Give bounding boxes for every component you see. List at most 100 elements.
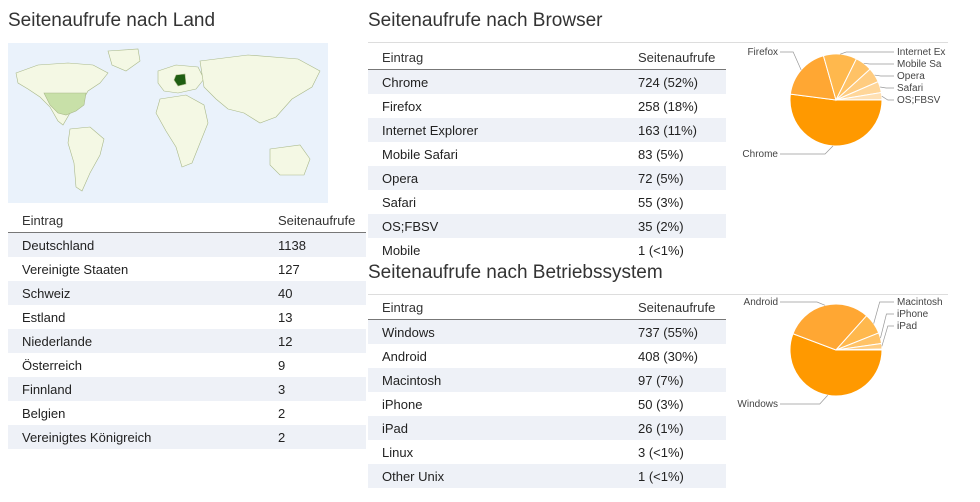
os-pie-slice[interactable] xyxy=(792,303,868,351)
country-row[interactable]: Niederlande 12 xyxy=(8,329,366,353)
os-table-header: Eintrag Seitenaufrufe xyxy=(368,295,726,320)
browser-pie-leader xyxy=(880,86,894,89)
os-row-value: 97 (7%) xyxy=(638,373,684,388)
browser-row-name: Mobile xyxy=(382,243,421,258)
country-row-value: 12 xyxy=(278,334,293,349)
browser-row-value: 83 (5%) xyxy=(638,147,684,162)
os-col-views[interactable]: Seitenaufrufe xyxy=(638,300,716,315)
browser-row-name: Firefox xyxy=(382,99,422,114)
browser-pie-label: Mobile Sa xyxy=(897,59,942,70)
os-pie-slice[interactable] xyxy=(789,333,883,397)
country-row-name: Österreich xyxy=(22,358,82,373)
browser-row[interactable]: Chrome 724 (52%) xyxy=(368,70,726,94)
country-row-name: Deutschland xyxy=(22,238,95,253)
country-row[interactable]: Deutschland 1138 xyxy=(8,233,366,257)
os-row[interactable]: Macintosh 97 (7%) xyxy=(368,368,726,392)
browser-row[interactable]: Opera 72 (5%) xyxy=(368,166,726,190)
os-row[interactable]: Linux 3 (<1%) xyxy=(368,440,726,464)
browser-row[interactable]: Mobile 1 (<1%) xyxy=(368,238,726,262)
os-col-entry[interactable]: Eintrag xyxy=(382,300,424,315)
os-table: Eintrag Seitenaufrufe Windows 737 (55%) An… xyxy=(368,295,726,488)
os-pie-label: Macintosh xyxy=(897,297,943,308)
browser-pie-label: Opera xyxy=(897,71,925,82)
country-row-value: 40 xyxy=(278,286,293,301)
os-row-name: iPad xyxy=(382,421,409,436)
browser-pie-leader xyxy=(881,95,894,101)
os-row[interactable]: Windows 737 (55%) xyxy=(368,320,726,344)
country-row-value: 2 xyxy=(278,406,286,421)
os-row-name: iPhone xyxy=(382,397,423,412)
country-row-value: 127 xyxy=(278,262,300,277)
browser-row[interactable]: Safari 55 (3%) xyxy=(368,190,726,214)
country-row-name: Estland xyxy=(22,310,66,325)
os-row-value: 26 (1%) xyxy=(638,421,684,436)
browser-col-entry[interactable]: Eintrag xyxy=(382,50,424,65)
os-pie-leader xyxy=(873,301,894,324)
country-row[interactable]: Vereinigte Staaten 127 xyxy=(8,257,366,281)
browser-row-name: OS;FBSV xyxy=(382,219,439,234)
world-map xyxy=(8,43,328,203)
country-row[interactable]: Österreich 9 xyxy=(8,353,366,377)
browser-pie-leader xyxy=(780,145,834,155)
browser-row-value: 35 (2%) xyxy=(638,219,684,234)
browser-row[interactable]: OS;FBSV 35 (2%) xyxy=(368,214,726,238)
browser-row[interactable]: Firefox 258 (18%) xyxy=(368,94,726,118)
os-row[interactable]: iPhone 50 (3%) xyxy=(368,392,726,416)
os-pie-label: iPhone xyxy=(897,309,929,320)
world-map-svg xyxy=(8,43,328,203)
os-pie-leader xyxy=(881,325,894,347)
country-row-name: Vereinigtes Königreich xyxy=(22,430,152,445)
browser-row-name: Internet Explorer xyxy=(382,123,479,138)
os-row-name: Linux xyxy=(382,445,414,460)
country-row-name: Belgien xyxy=(22,406,66,421)
browser-pie-slice[interactable] xyxy=(789,93,883,147)
map-us xyxy=(43,92,87,116)
country-row-value: 1138 xyxy=(278,238,306,253)
country-row-value: 9 xyxy=(278,358,286,373)
browser-row-value: 1 (<1%) xyxy=(638,243,684,258)
country-row-name: Vereinigte Staaten xyxy=(22,262,129,277)
country-row[interactable]: Belgien 2 xyxy=(8,401,366,425)
os-section-title: Seitenaufrufe nach Betriebssystem xyxy=(368,262,663,283)
country-row-name: Finnland xyxy=(22,382,72,397)
browser-row-value: 724 (52%) xyxy=(638,75,698,90)
os-row-name: Windows xyxy=(382,325,435,340)
os-row-value: 50 (3%) xyxy=(638,397,684,412)
browser-pie-leader xyxy=(863,62,894,65)
country-row-name: Niederlande xyxy=(22,334,93,349)
os-row-value: 3 (<1%) xyxy=(638,445,684,460)
map-germany xyxy=(173,73,187,87)
browser-row-name: Chrome xyxy=(382,75,429,90)
os-pie-leader xyxy=(780,395,828,405)
browser-row[interactable]: Internet Explorer 163 (11%) xyxy=(368,118,726,142)
country-row-value: 3 xyxy=(278,382,286,397)
os-pie-leader xyxy=(780,301,826,306)
os-pie-label: iPad xyxy=(897,321,917,332)
browser-row[interactable]: Mobile Safari 83 (5%) xyxy=(368,142,726,166)
browser-pie-label: Firefox xyxy=(747,47,778,58)
os-pie-label: Windows xyxy=(737,399,778,410)
browser-pie-label: Safari xyxy=(897,83,923,94)
os-row[interactable]: iPad 26 (1%) xyxy=(368,416,726,440)
country-col-views[interactable]: Seitenaufrufe xyxy=(278,213,356,228)
browser-row-name: Safari xyxy=(382,195,416,210)
os-row-value: 737 (55%) xyxy=(638,325,698,340)
country-col-entry[interactable]: Eintrag xyxy=(22,213,64,228)
country-row[interactable]: Estland 13 xyxy=(8,305,366,329)
os-row[interactable]: Other Unix 1 (<1%) xyxy=(368,464,726,488)
country-row[interactable]: Finnland 3 xyxy=(8,377,366,401)
os-row-name: Macintosh xyxy=(382,373,442,388)
browser-table-header: Eintrag Seitenaufrufe xyxy=(368,45,726,70)
country-table: Eintrag Seitenaufrufe Deutschland 1138 Ver… xyxy=(8,208,366,449)
country-row-value: 13 xyxy=(278,310,293,325)
os-row[interactable]: Android 408 (30%) xyxy=(368,344,726,368)
browser-row-value: 55 (3%) xyxy=(638,195,684,210)
browser-col-views[interactable]: Seitenaufrufe xyxy=(638,50,716,65)
os-row-value: 1 (<1%) xyxy=(638,469,684,484)
browser-pie-label: Chrome xyxy=(742,149,778,160)
country-row[interactable]: Vereinigtes Königreich 2 xyxy=(8,425,366,449)
map-asia xyxy=(199,54,321,124)
browser-row-value: 163 (11%) xyxy=(638,123,698,138)
country-row[interactable]: Schweiz 40 xyxy=(8,281,366,305)
